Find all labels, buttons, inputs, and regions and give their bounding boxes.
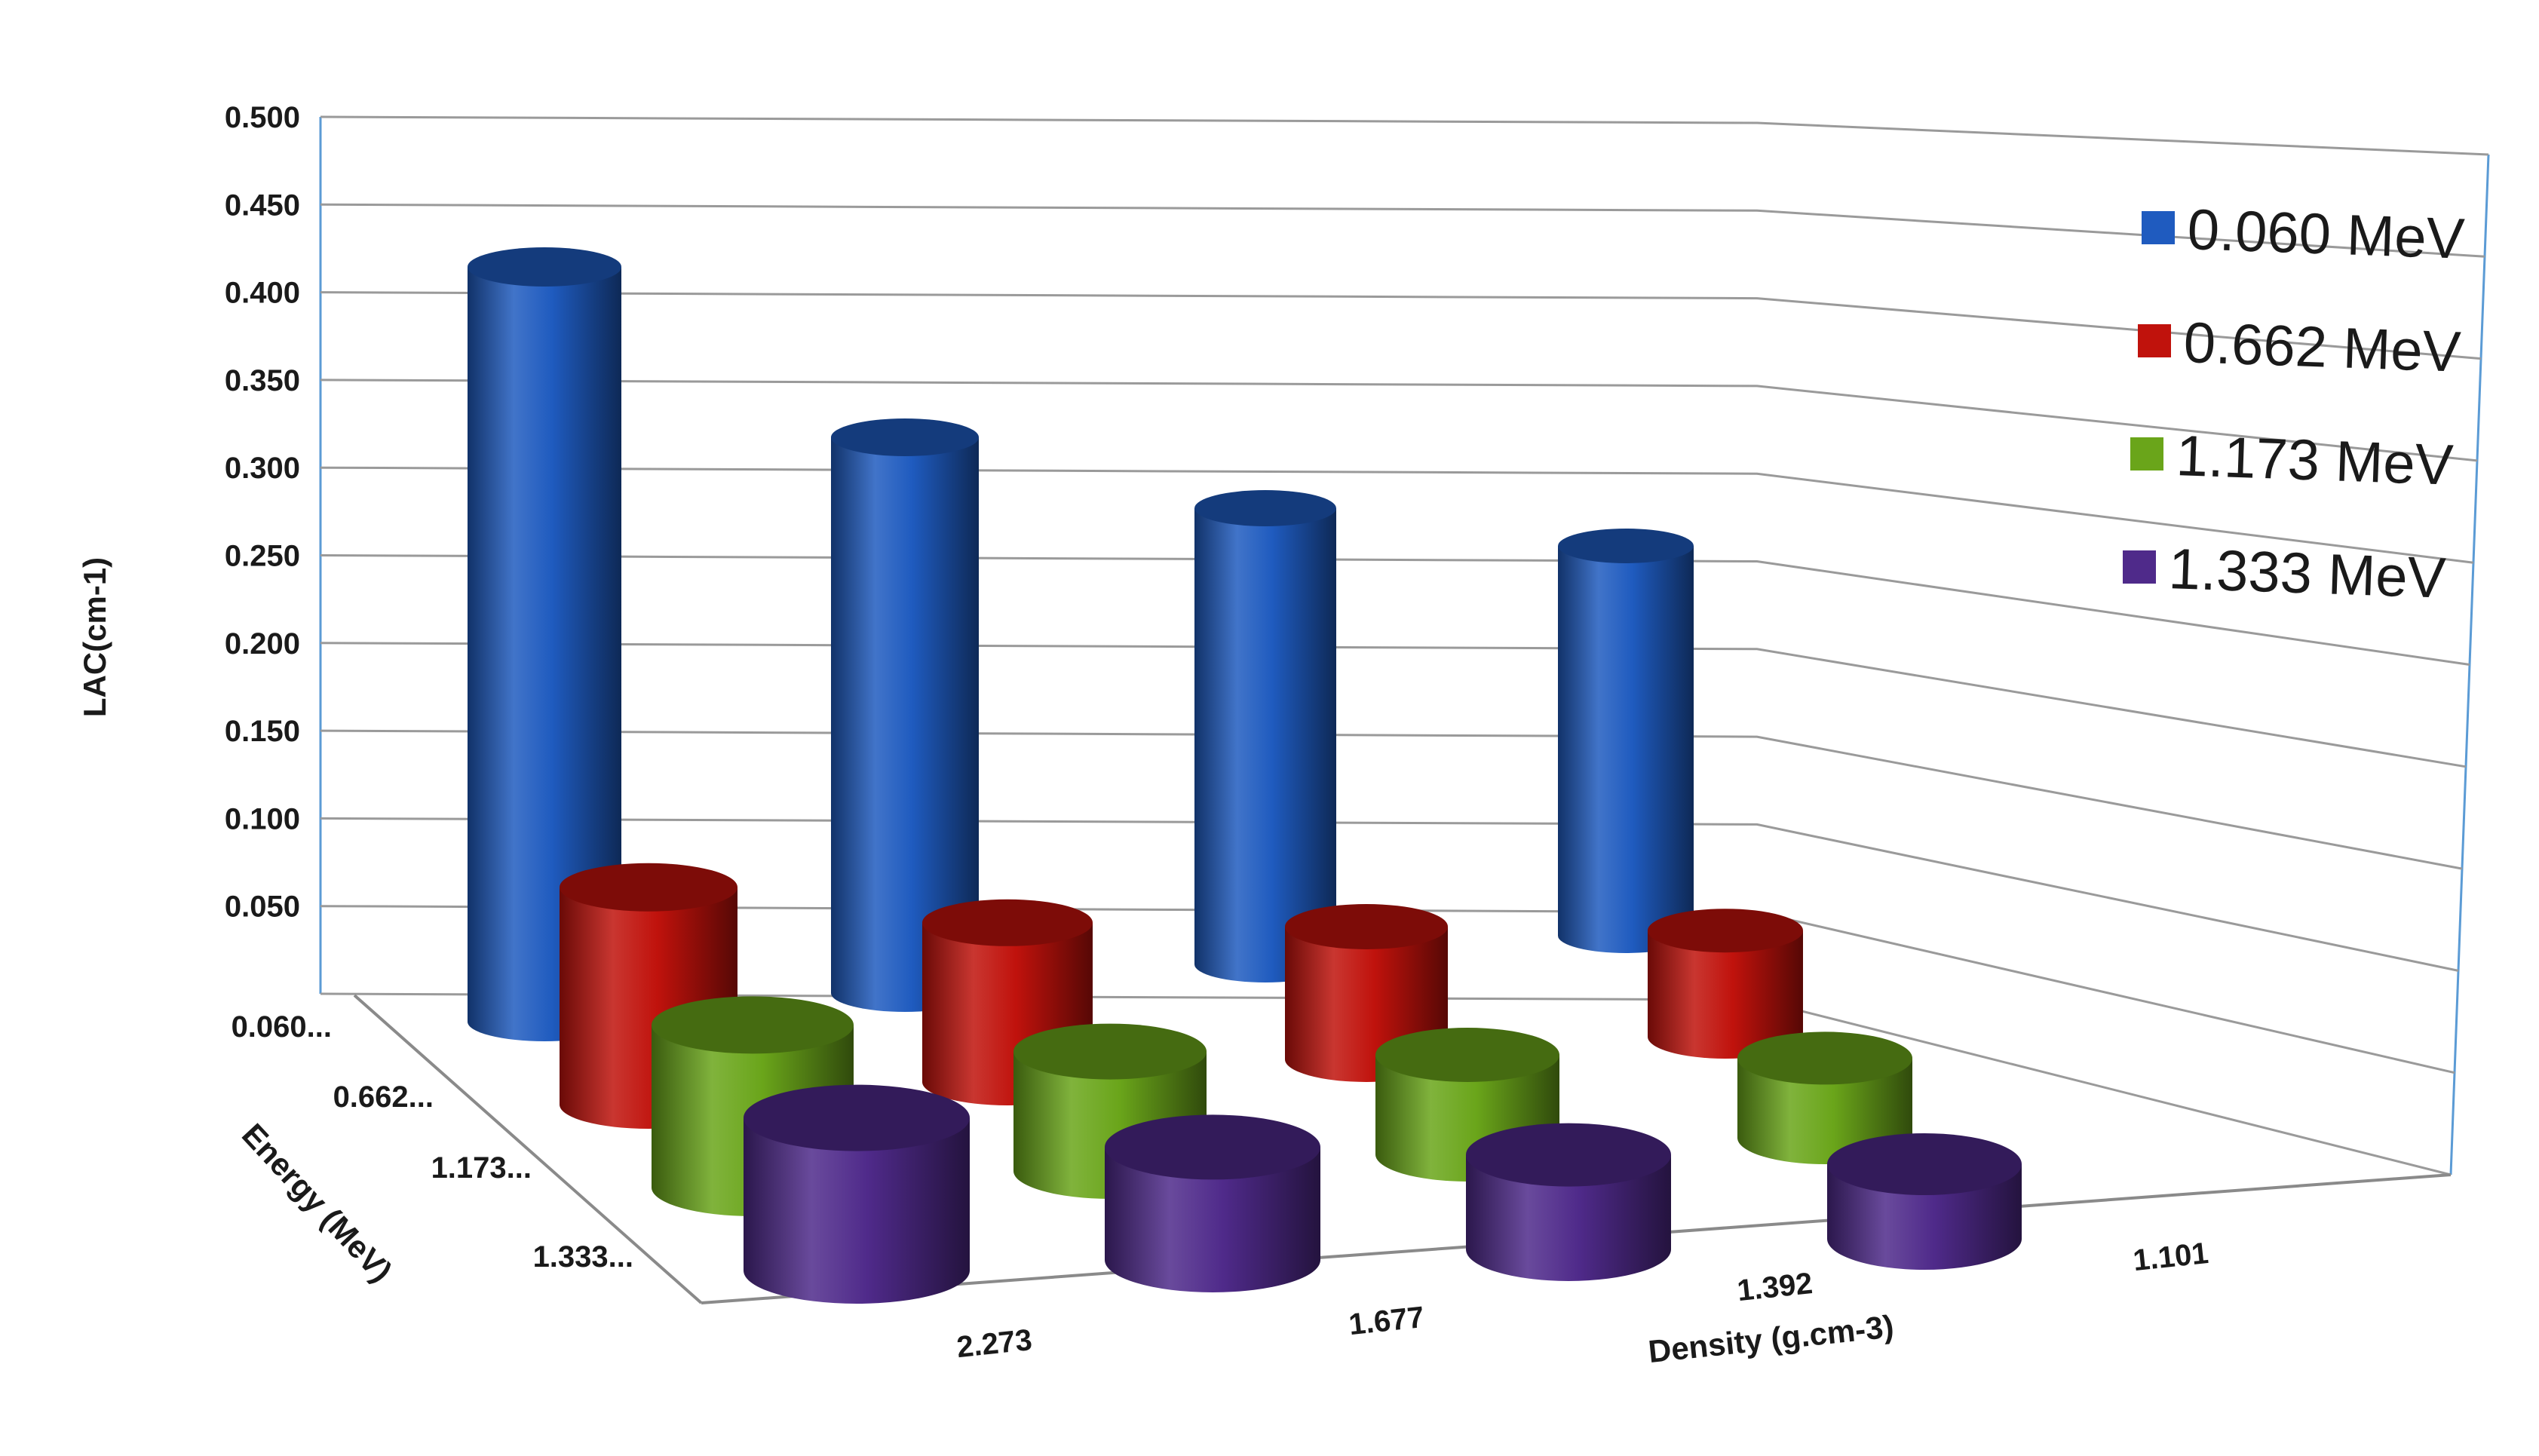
bar-body: [1466, 1154, 1671, 1281]
bar-body: [1194, 508, 1336, 982]
bar: [1194, 490, 1336, 982]
bar: [1105, 1114, 1320, 1292]
legend-swatch: [2138, 324, 2171, 357]
legend-swatch: [2130, 437, 2163, 471]
y-tick-label: 0.500: [225, 101, 300, 134]
bar-top: [468, 247, 621, 287]
bar: [744, 1084, 970, 1304]
y-gridline: [320, 291, 2482, 360]
x-tick-label: 2.273: [955, 1323, 1034, 1364]
plot-bars: [468, 247, 2022, 1304]
x-tick-label: 1.101: [2132, 1237, 2210, 1277]
bar-top: [560, 863, 737, 912]
bar-top: [1375, 1028, 1559, 1082]
back-wall: [319, 115, 2490, 1176]
bar: [1827, 1133, 2022, 1270]
legend-item: 0.060 MeV: [2142, 198, 2466, 271]
bar-top: [1466, 1123, 1671, 1187]
legend-item: 1.173 MeV: [2130, 424, 2455, 498]
legend-swatch: [2142, 211, 2175, 244]
y-tick-label: 0.400: [225, 277, 300, 310]
bar-top: [652, 996, 854, 1054]
y-axis-title: LAC(cm-1): [77, 557, 112, 717]
legend-label: 0.662 MeV: [2182, 311, 2462, 385]
bar-top: [1194, 490, 1336, 526]
y-gridline: [320, 466, 2474, 564]
depth-tick-label: 1.333...: [533, 1240, 633, 1274]
depth-tick-label: 0.662...: [333, 1081, 434, 1114]
bar: [1466, 1123, 1671, 1281]
y-tick-label: 0.450: [225, 189, 300, 222]
y-gridline: [320, 379, 2478, 462]
y-tick-label: 0.300: [225, 452, 300, 485]
y-tick-label: 0.150: [225, 715, 300, 748]
y-gridline: [320, 203, 2485, 258]
bar-top: [1827, 1133, 2022, 1195]
bar-top: [1648, 909, 1803, 953]
legend: 0.060 MeV 0.662 MeV 1.173 MeV 1.333 MeV: [2123, 198, 2466, 611]
bar-body: [1648, 930, 1803, 1059]
legend-item: 1.333 MeV: [2123, 537, 2447, 611]
bar-body: [1105, 1147, 1320, 1292]
legend-label: 1.173 MeV: [2175, 424, 2455, 498]
bar: [1558, 529, 1694, 953]
bar-body: [1737, 1058, 1912, 1164]
bar-body: [468, 267, 621, 1041]
bar-top: [1105, 1114, 1320, 1180]
y-gridline: [320, 642, 2467, 768]
x-tick-label: 1.392: [1736, 1267, 1814, 1307]
y-tick-label: 0.100: [225, 802, 300, 835]
y-tick-label: 0.200: [225, 627, 300, 661]
legend-swatch: [2123, 550, 2156, 584]
depth-axis-title: Energy (MeV): [235, 1117, 399, 1289]
y-tick-label: 0.350: [225, 364, 300, 397]
legend-label: 1.333 MeV: [2167, 537, 2447, 611]
x-axis-title: Density (g.cm-3): [1647, 1308, 1896, 1369]
depth-tick-label: 0.060...: [232, 1010, 332, 1044]
x-tick-label: 1.677: [1348, 1301, 1426, 1341]
bar-body: [831, 437, 979, 1012]
bar-top: [1737, 1031, 1912, 1085]
bar-top: [922, 899, 1093, 946]
y-tick-label: 0.050: [225, 890, 300, 924]
bar-top: [1285, 904, 1448, 949]
depth-axis-line: [353, 994, 703, 1304]
depth-tick-label: 1.173...: [431, 1151, 532, 1185]
bar-top: [744, 1084, 970, 1151]
bar-top: [831, 418, 979, 456]
y-axis-ticks: 0.050 0.100 0.150 0.200 0.250 0.300 0.350 0.400…: [225, 101, 300, 924]
y-gridline: [320, 115, 2489, 156]
bar-top: [1013, 1023, 1207, 1080]
y-tick-label: 0.250: [225, 540, 300, 573]
legend-label: 0.060 MeV: [2186, 198, 2466, 271]
y-gridline: [320, 817, 2459, 972]
bar-top: [1558, 529, 1694, 563]
bar-body: [1558, 546, 1694, 953]
bar: [468, 247, 621, 1041]
bar: [1737, 1031, 1912, 1164]
legend-item: 0.662 MeV: [2138, 311, 2462, 385]
y-gridline: [320, 729, 2463, 870]
depth-axis-ticks: 0.060... 0.662... 1.173... 1.333...: [232, 1010, 633, 1274]
y-gridline: [320, 554, 2470, 666]
bar: [831, 418, 979, 1012]
bar-body: [744, 1117, 970, 1304]
x-axis-ticks: 2.273 1.677 1.392 1.101: [955, 1237, 2210, 1364]
bar: [1648, 909, 1803, 1059]
